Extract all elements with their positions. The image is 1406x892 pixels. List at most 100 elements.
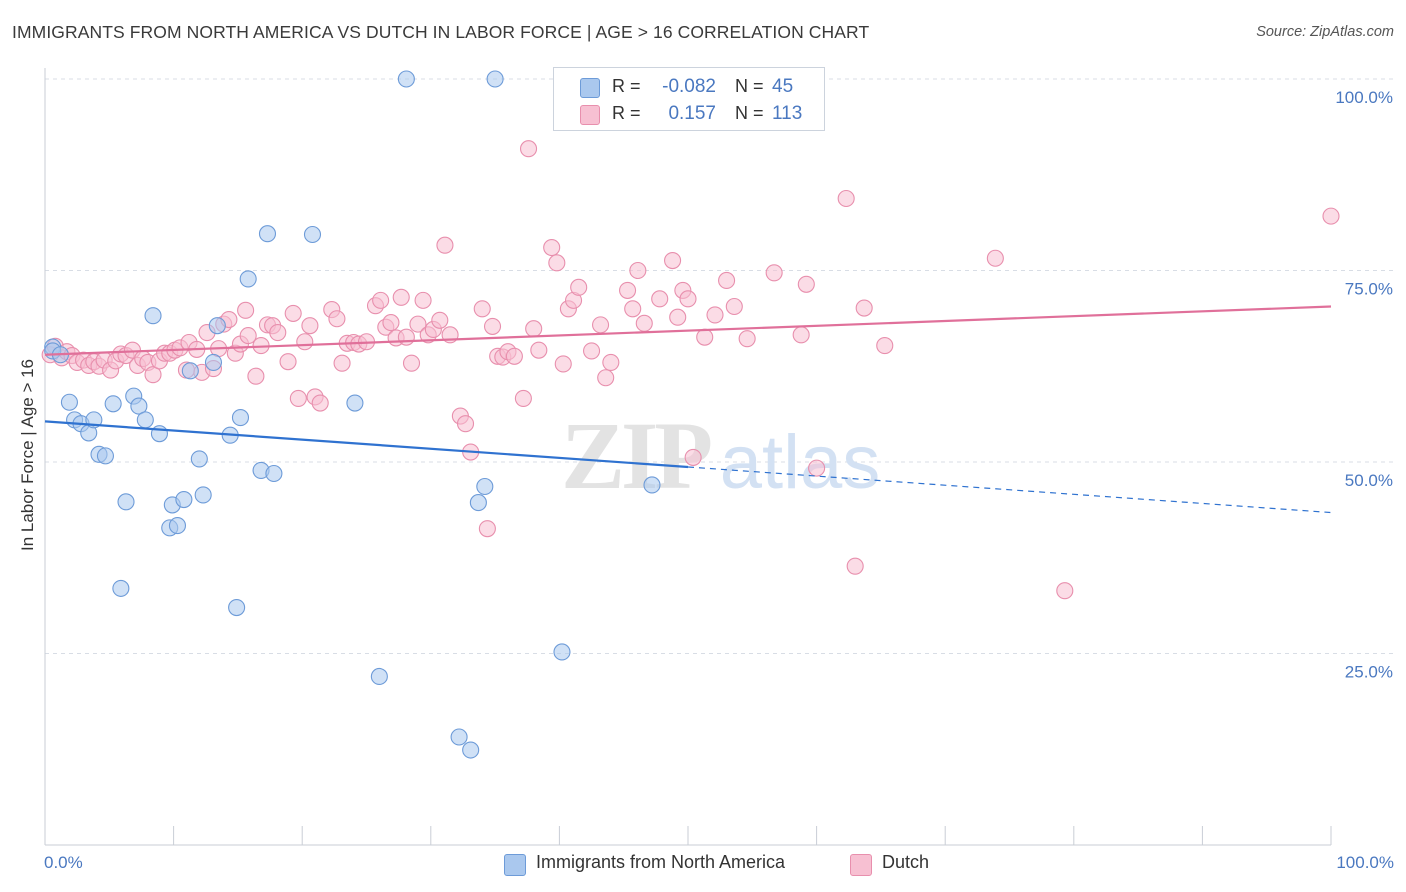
pink-data-point xyxy=(792,326,810,344)
legend-swatch-pink xyxy=(580,105,600,125)
pink-data-point xyxy=(333,354,351,372)
y-tick-labels: 100.0% 75.0% 50.0% 25.0% xyxy=(1335,88,1393,682)
correlation-legend: R = -0.082 N = 45 R = 0.157 N = 113 xyxy=(553,67,825,131)
blue-data-point xyxy=(190,450,208,468)
x-tick-label-max: 100.0% xyxy=(1336,853,1394,872)
legend-r-value: 0.157 xyxy=(668,103,716,124)
pink-data-point xyxy=(289,389,307,407)
pink-data-point xyxy=(570,278,588,296)
y-tick-label: 75.0% xyxy=(1345,280,1393,299)
pink-data-point xyxy=(382,314,400,332)
pink-data-point xyxy=(664,251,682,270)
blue-data-point xyxy=(303,225,322,244)
pink-data-point xyxy=(311,394,329,412)
blue-data-point xyxy=(553,643,571,661)
pink-data-point xyxy=(279,353,297,371)
axes xyxy=(44,68,1332,846)
pink-data-point xyxy=(602,353,620,371)
pink-data-point xyxy=(592,316,610,334)
blue-data-point xyxy=(168,517,187,535)
pink-data-point xyxy=(597,369,615,387)
gridlines xyxy=(45,78,1395,654)
pink-data-point xyxy=(328,310,346,328)
pink-data-point xyxy=(284,304,302,322)
pink-data-point xyxy=(483,317,502,335)
pink-data-point xyxy=(247,367,265,385)
legend-swatch-blue xyxy=(580,78,600,98)
pink-data-point xyxy=(765,264,783,282)
series-legend: Immigrants from North America Dutch xyxy=(0,852,1406,878)
watermark-atlas: atlas xyxy=(720,420,881,505)
blue-trend-line-extension xyxy=(687,466,1332,514)
pink-data-point xyxy=(505,347,523,365)
pink-data-point xyxy=(296,333,314,351)
blue-data-point xyxy=(239,270,257,288)
pink-data-point xyxy=(543,238,561,257)
blue-data-point xyxy=(181,362,199,380)
pink-data-point xyxy=(738,330,756,348)
blue-data-point xyxy=(450,728,468,746)
pink-data-point xyxy=(797,275,815,293)
pink-data-point xyxy=(301,317,319,335)
blue-data-point xyxy=(231,409,250,427)
blue-trend-line xyxy=(44,420,689,469)
trend-lines xyxy=(44,305,1332,514)
legend-row-blue: R = -0.082 N = 45 xyxy=(554,74,824,100)
blue-data-point xyxy=(204,353,223,371)
pink-data-point xyxy=(651,290,669,308)
legend-r-value: -0.082 xyxy=(662,76,716,97)
blue-data-point xyxy=(462,741,480,759)
pink-data-point xyxy=(414,291,432,309)
y-tick-label: 25.0% xyxy=(1345,663,1393,682)
legend-n-label: N = xyxy=(735,76,764,96)
pink-data-point xyxy=(725,297,743,316)
pink-data-point xyxy=(237,301,255,319)
blue-data-point xyxy=(469,494,487,512)
pink-data-point xyxy=(619,281,637,299)
pink-data-point xyxy=(431,311,449,329)
series-swatch-blue xyxy=(504,854,526,876)
pink-data-point xyxy=(855,299,873,317)
pink-data-point xyxy=(679,290,697,308)
pink-data-point xyxy=(635,314,653,332)
pink-data-point xyxy=(554,355,572,373)
pink-data-point xyxy=(514,389,532,407)
blue-data-point xyxy=(258,225,277,243)
chart-source: Source: ZipAtlas.com xyxy=(1256,24,1394,40)
blue-data-point xyxy=(397,70,415,88)
pink-data-point xyxy=(519,140,538,158)
blue-data-point xyxy=(208,317,226,335)
pink-data-point xyxy=(837,189,855,208)
pink-data-point xyxy=(269,323,287,342)
blue-data-point xyxy=(486,70,504,88)
pink-data-point xyxy=(582,342,601,360)
pink-data-point xyxy=(706,306,724,324)
pink-data-point xyxy=(669,308,687,326)
pink-data-point xyxy=(456,415,475,433)
pink-data-point xyxy=(239,327,257,345)
pink-data-point xyxy=(478,520,496,538)
y-axis-label: In Labor Force | Age > 16 xyxy=(18,358,37,552)
pink-data-point xyxy=(629,261,647,280)
legend-n-value: 45 xyxy=(772,76,794,97)
pink-data-point xyxy=(409,315,427,333)
pink-data-point xyxy=(525,320,543,338)
legend-n-label: N = xyxy=(735,103,764,123)
series-legend-label: Dutch xyxy=(882,852,930,872)
legend-row-pink: R = 0.157 N = 113 xyxy=(554,101,824,127)
pink-data-point xyxy=(436,236,454,254)
pink-data-point xyxy=(718,271,736,290)
blue-data-point xyxy=(117,493,135,511)
x-tick-label-min: 0.0% xyxy=(44,853,83,872)
pink-data-point xyxy=(696,328,714,346)
blue-data-point xyxy=(144,307,162,325)
blue-data-point xyxy=(370,667,388,686)
pink-data-point xyxy=(986,249,1004,267)
blue-data-point xyxy=(265,464,283,483)
pink-data-point xyxy=(1322,207,1340,225)
pink-data-point xyxy=(876,337,894,355)
series-legend-label: Immigrants from North America xyxy=(536,852,786,872)
blue-data-point xyxy=(60,393,78,411)
pink-data-point xyxy=(392,288,410,306)
